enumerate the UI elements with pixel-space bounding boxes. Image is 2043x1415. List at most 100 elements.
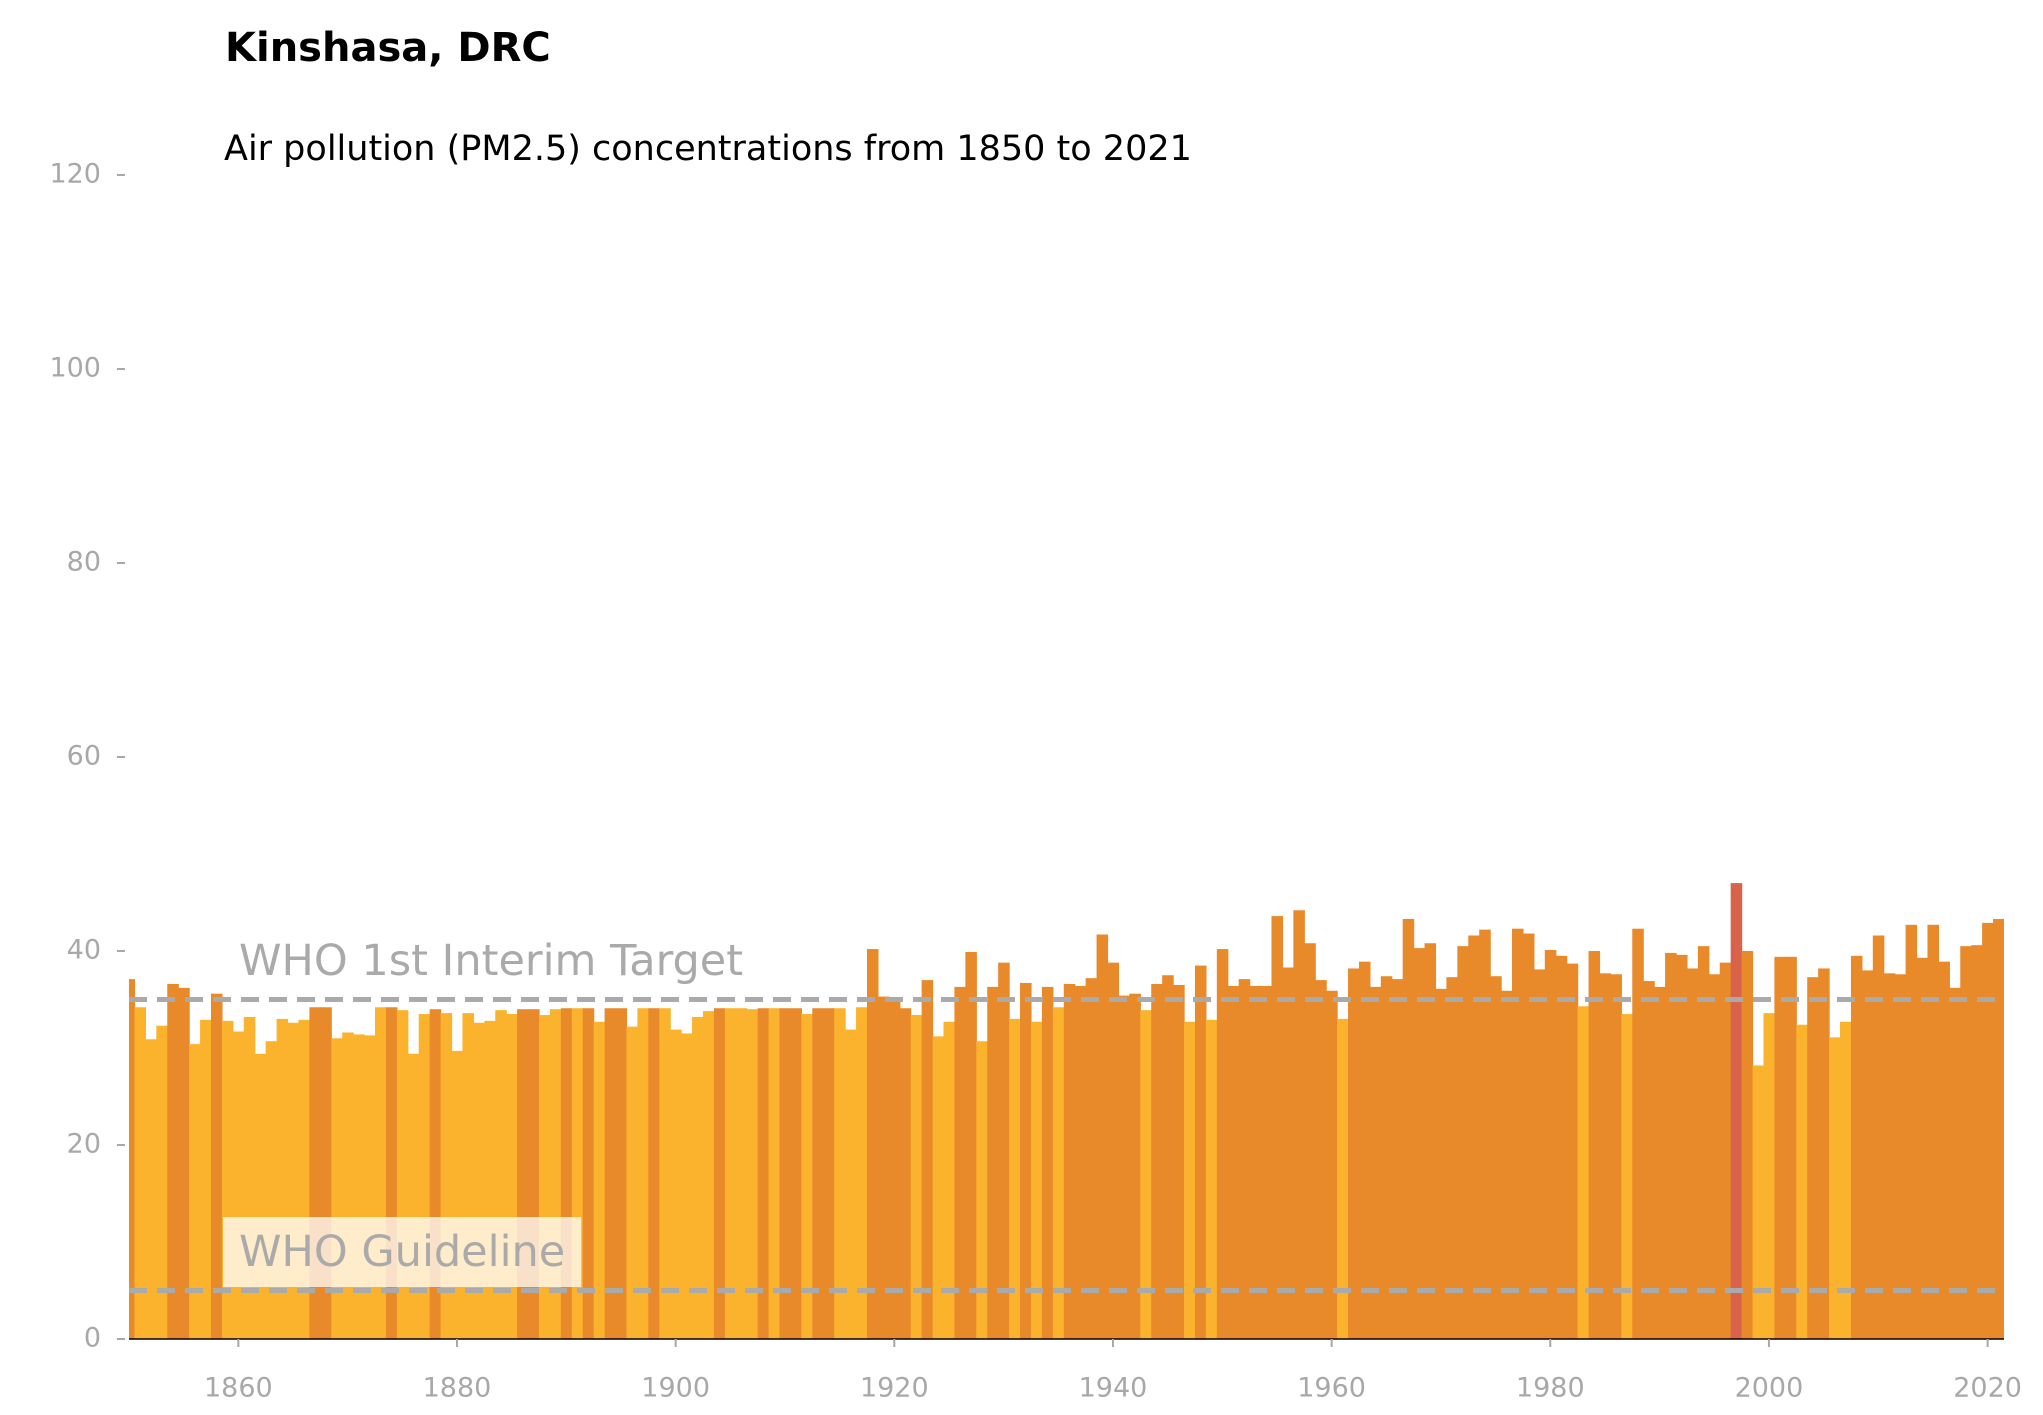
bar bbox=[1173, 984, 1185, 1339]
bar bbox=[1358, 961, 1371, 1339]
y-tick-label: 120 bbox=[49, 159, 101, 190]
bar bbox=[648, 1008, 660, 1339]
bar bbox=[1960, 946, 1972, 1339]
x-tick-label: 1980 bbox=[1516, 1373, 1585, 1404]
reference-label: WHO Guideline bbox=[239, 1227, 565, 1277]
bar bbox=[692, 1016, 704, 1339]
bar bbox=[440, 1013, 453, 1339]
bar bbox=[1993, 918, 2004, 1339]
bar bbox=[615, 1008, 628, 1339]
bar bbox=[364, 1035, 376, 1339]
bar bbox=[1282, 967, 1294, 1339]
bar bbox=[1402, 918, 1415, 1339]
bar bbox=[1315, 980, 1327, 1339]
bar bbox=[1533, 969, 1546, 1339]
bar bbox=[396, 1010, 409, 1339]
bar bbox=[254, 1053, 267, 1339]
bar bbox=[1916, 957, 1929, 1339]
bar bbox=[713, 1008, 726, 1339]
bar bbox=[298, 1019, 310, 1339]
bar bbox=[921, 980, 934, 1339]
bar bbox=[582, 1008, 595, 1339]
bar bbox=[768, 1008, 781, 1339]
bar bbox=[462, 1013, 474, 1339]
y-tick-label: 0 bbox=[84, 1323, 101, 1354]
bar bbox=[1588, 951, 1601, 1339]
bar bbox=[735, 1008, 748, 1339]
bar bbox=[1708, 974, 1721, 1339]
bar bbox=[1304, 943, 1316, 1339]
bar bbox=[681, 1033, 693, 1339]
x-tick-label: 1880 bbox=[423, 1373, 492, 1404]
bar bbox=[1927, 924, 1940, 1339]
bar bbox=[418, 1014, 431, 1339]
bar bbox=[129, 979, 136, 1339]
bar bbox=[243, 1016, 256, 1339]
bar bbox=[1730, 883, 1743, 1339]
bar bbox=[1949, 987, 1961, 1339]
bar bbox=[1337, 1018, 1349, 1339]
y-tick-label: 40 bbox=[67, 935, 101, 966]
bar bbox=[1216, 949, 1229, 1339]
bar bbox=[812, 1008, 824, 1339]
bar bbox=[429, 1009, 442, 1339]
bar bbox=[834, 1008, 846, 1339]
bar bbox=[823, 1008, 835, 1339]
bar bbox=[626, 1026, 638, 1339]
bar bbox=[1501, 990, 1513, 1339]
reference-label: WHO 1st Interim Target bbox=[239, 936, 743, 986]
bar bbox=[1435, 988, 1448, 1339]
bar bbox=[451, 1050, 464, 1339]
bar bbox=[932, 1036, 945, 1339]
bar bbox=[965, 951, 977, 1339]
bar bbox=[593, 1021, 606, 1339]
bar bbox=[1293, 910, 1305, 1339]
bar bbox=[1938, 961, 1950, 1339]
bar bbox=[1577, 1006, 1590, 1339]
bar bbox=[1184, 1021, 1196, 1339]
bar bbox=[210, 993, 223, 1339]
bar bbox=[910, 1015, 923, 1339]
bar bbox=[856, 1007, 868, 1339]
bar bbox=[407, 1053, 420, 1339]
bar bbox=[1490, 976, 1502, 1339]
bar bbox=[1227, 985, 1240, 1339]
bar bbox=[888, 1001, 901, 1339]
bar bbox=[342, 1032, 354, 1339]
x-tick-label: 1860 bbox=[204, 1373, 273, 1404]
y-tick-label: 100 bbox=[49, 353, 101, 384]
bar bbox=[1861, 970, 1874, 1339]
bar bbox=[1829, 1037, 1841, 1339]
bar bbox=[145, 1039, 157, 1339]
bar bbox=[1446, 977, 1458, 1339]
x-tick-label: 1900 bbox=[641, 1373, 710, 1404]
bar bbox=[1774, 956, 1786, 1339]
y-tick-label: 80 bbox=[67, 547, 101, 578]
bar bbox=[1763, 1013, 1776, 1339]
bar bbox=[845, 1029, 857, 1339]
bar bbox=[1719, 962, 1732, 1339]
bar bbox=[1840, 1021, 1852, 1339]
bar bbox=[1052, 1007, 1065, 1339]
bar bbox=[320, 1007, 332, 1339]
bar bbox=[309, 1007, 321, 1339]
bar bbox=[1599, 973, 1612, 1339]
bar bbox=[528, 1009, 540, 1339]
bar bbox=[1162, 975, 1174, 1339]
bar bbox=[1555, 955, 1568, 1339]
bar bbox=[221, 1020, 234, 1339]
bar bbox=[1610, 974, 1622, 1339]
bar bbox=[1271, 916, 1284, 1339]
bar bbox=[353, 1034, 365, 1339]
bar bbox=[1807, 977, 1819, 1339]
bar bbox=[1194, 965, 1207, 1339]
bar bbox=[1883, 973, 1896, 1339]
bar bbox=[604, 1008, 617, 1339]
y-tick-label: 60 bbox=[67, 741, 101, 772]
bar bbox=[385, 1007, 398, 1339]
x-tick-label: 2020 bbox=[1953, 1373, 2022, 1404]
bar bbox=[1752, 1065, 1765, 1339]
overlay: WHO 1st Interim Target WHO Guideline 0 20 40… bbox=[49, 159, 2022, 1404]
bar bbox=[976, 1041, 988, 1339]
